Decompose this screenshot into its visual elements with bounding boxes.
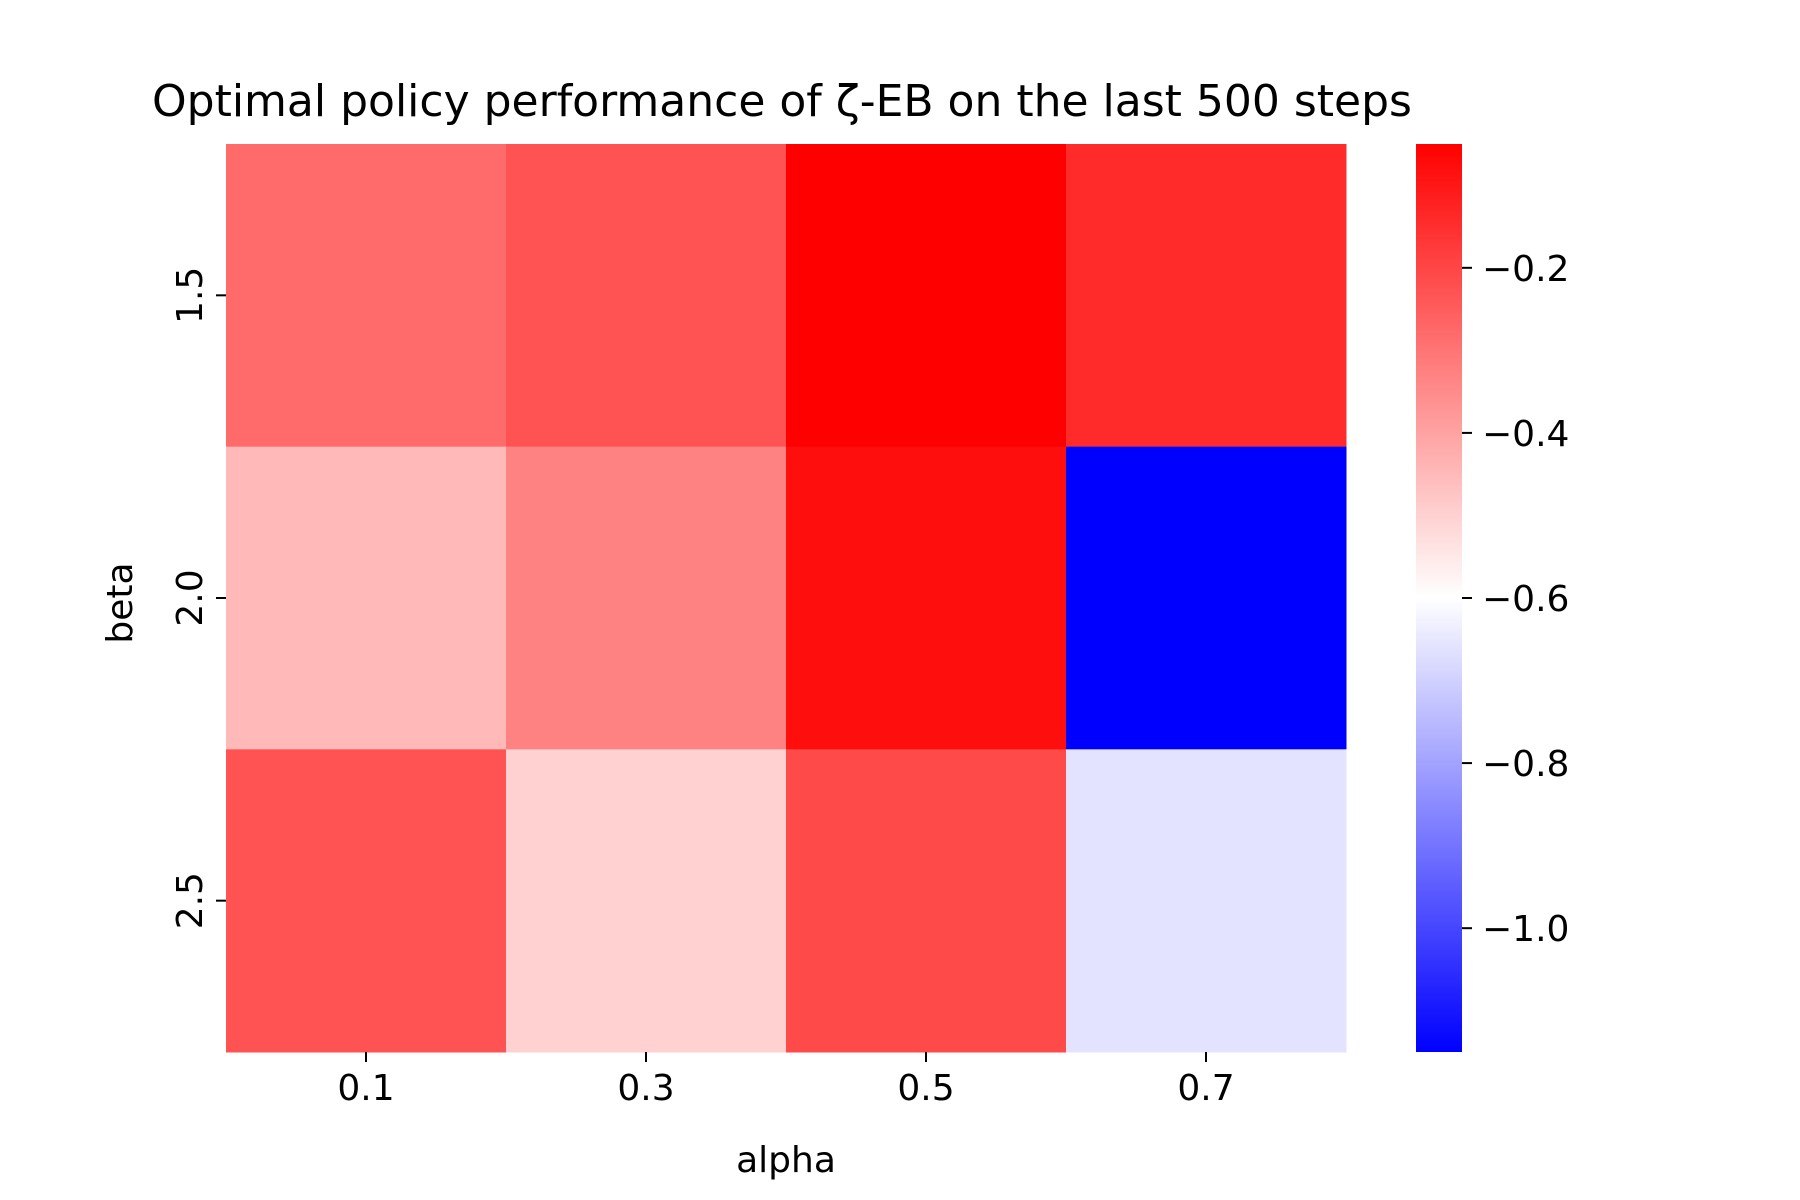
heatmap-cell <box>1066 446 1347 750</box>
colorbar-tick-label: −0.8 <box>1482 744 1569 785</box>
colorbar: −1.0 −0.8 −0.6 −0.4 −0.2 <box>1416 144 1569 1052</box>
heatmap-cell <box>506 446 787 750</box>
y-axis: 1.5 2.0 2.5 <box>170 267 226 929</box>
heatmap-cell <box>226 446 507 750</box>
heatmap-cell <box>786 446 1067 750</box>
colorbar-tick-label: −1.0 <box>1482 909 1569 950</box>
y-axis-label: beta <box>100 562 141 643</box>
heatmap-cell <box>1066 144 1347 448</box>
y-tick-label: 1.5 <box>170 267 211 324</box>
x-tick-label: 0.3 <box>617 1068 674 1109</box>
heatmap-cell <box>1066 749 1347 1053</box>
x-axis-label: alpha <box>736 1140 836 1181</box>
heatmap-cell <box>226 749 507 1053</box>
x-axis: 0.1 0.3 0.5 0.7 <box>337 1052 1235 1109</box>
heatmap-cells <box>226 144 1347 1053</box>
colorbar-tick-label: −0.6 <box>1482 579 1569 620</box>
heatmap-cell <box>786 144 1067 448</box>
colorbar-tick-label: −0.2 <box>1482 249 1569 290</box>
heatmap-cell <box>506 144 787 448</box>
heatmap-cell <box>506 749 787 1053</box>
y-tick-label: 2.5 <box>170 872 211 929</box>
colorbar-tick-label: −0.4 <box>1482 414 1569 455</box>
x-tick-label: 0.5 <box>897 1068 954 1109</box>
chart-title: Optimal policy performance of ζ-EB on th… <box>152 76 1412 127</box>
heatmap-cell <box>786 749 1067 1053</box>
colorbar-gradient <box>1416 144 1462 1052</box>
heatmap-cell <box>226 144 507 448</box>
y-tick-label: 2.0 <box>170 569 211 626</box>
x-tick-label: 0.7 <box>1177 1068 1234 1109</box>
x-tick-label: 0.1 <box>337 1068 394 1109</box>
